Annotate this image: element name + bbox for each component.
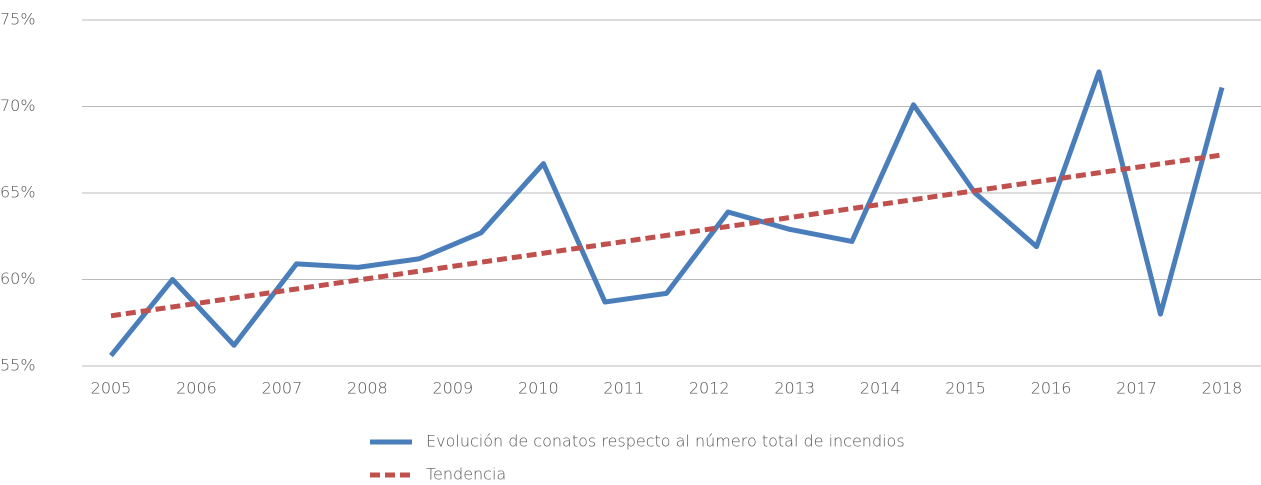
x-tick-label: 2016 [1031, 379, 1072, 398]
x-tick-label: 2006 [176, 379, 217, 398]
x-tick-label: 2008 [347, 379, 388, 398]
x-tick-label: 2007 [262, 379, 303, 398]
x-tick-label: 2018 [1202, 379, 1243, 398]
x-tick-label: 2009 [432, 379, 473, 398]
series-line [110, 152, 1223, 319]
y-tick-label: 55% [0, 356, 36, 375]
legend-label: Evolución de conatos respecto al número … [426, 432, 905, 451]
x-tick-label: 2014 [860, 379, 901, 398]
x-tick-label: 2017 [1116, 379, 1157, 398]
x-tick-label: 2011 [603, 379, 644, 398]
x-tick-label: 2015 [945, 379, 986, 398]
y-tick-label: 75% [0, 10, 36, 29]
y-tick-label: 70% [0, 96, 36, 115]
legend-label: Tendencia [426, 465, 506, 484]
x-tick-label: 2010 [518, 379, 559, 398]
x-tick-label: 2012 [689, 379, 730, 398]
x-tick-label: 2013 [774, 379, 815, 398]
y-tick-label: 65% [0, 183, 36, 202]
y-tick-label: 60% [0, 269, 36, 288]
x-tick-label: 2005 [91, 379, 132, 398]
series-line [109, 69, 1225, 358]
